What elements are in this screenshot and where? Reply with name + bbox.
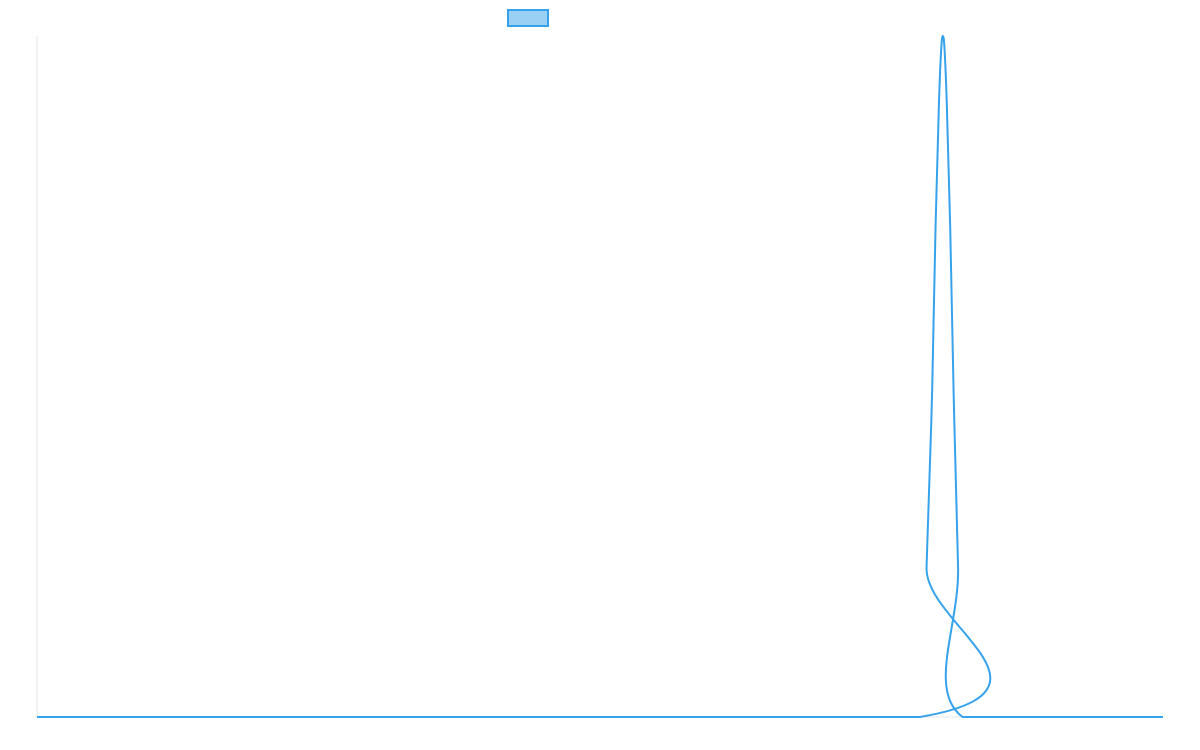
axes [36, 36, 1163, 718]
legend[interactable] [507, 9, 549, 27]
series-line-0 [36, 35, 1163, 719]
legend-swatch[interactable] [507, 9, 549, 27]
series-layer [36, 35, 1163, 719]
legend-item[interactable] [507, 9, 549, 27]
